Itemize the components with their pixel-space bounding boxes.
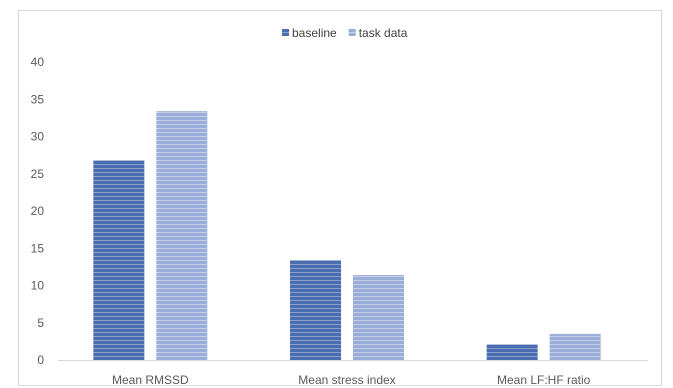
x-category-label: Mean stress index bbox=[298, 373, 395, 387]
x-category-label: Mean RMSSD bbox=[112, 373, 189, 387]
y-tick-label: 10 bbox=[31, 279, 45, 293]
bar-task-data-1 bbox=[156, 111, 208, 360]
y-tick-label: 5 bbox=[37, 316, 44, 330]
x-category-label: Mean LF:HF ratio bbox=[497, 373, 591, 387]
x-axis: Mean RMSSD Mean stress index Mean LF:HF ra… bbox=[112, 373, 591, 387]
bar-task-data-2 bbox=[353, 275, 404, 360]
y-tick-label: 35 bbox=[31, 92, 45, 106]
legend-label: task data bbox=[359, 26, 408, 40]
bar-task-data-3 bbox=[549, 333, 601, 360]
bars bbox=[93, 111, 601, 360]
legend-swatch bbox=[282, 29, 289, 36]
y-tick-label: 25 bbox=[31, 167, 45, 181]
y-axis: 0 5 10 15 20 25 30 35 40 bbox=[31, 55, 45, 367]
y-tick-label: 40 bbox=[31, 55, 45, 69]
bar-baseline-3 bbox=[486, 344, 538, 360]
legend: baseline task data bbox=[282, 26, 408, 40]
y-tick-label: 30 bbox=[31, 130, 45, 144]
y-tick-label: 20 bbox=[31, 204, 45, 218]
y-tick-label: 15 bbox=[31, 241, 45, 255]
legend-swatch bbox=[348, 29, 356, 36]
bar-baseline-2 bbox=[290, 260, 341, 360]
legend-label: baseline bbox=[292, 26, 337, 40]
bar-baseline-1 bbox=[93, 160, 145, 360]
y-tick-label: 0 bbox=[37, 353, 44, 367]
